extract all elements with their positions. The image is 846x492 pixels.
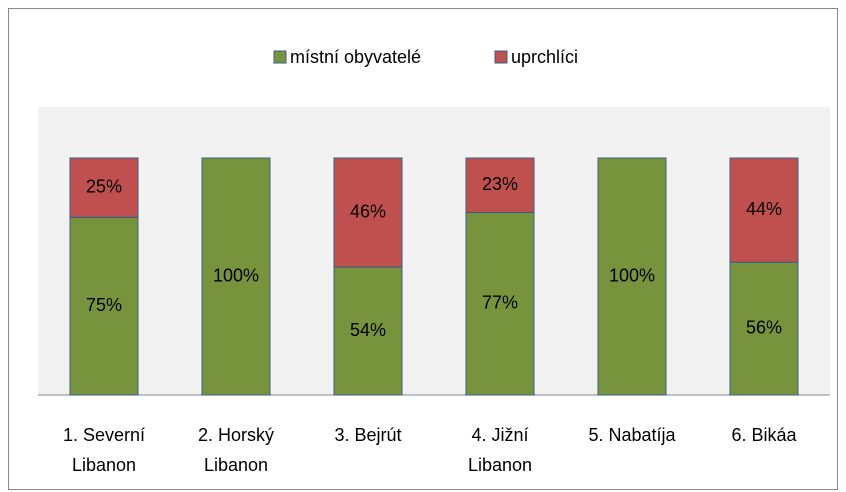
x-tick-label: 5. Nabatíja [588, 425, 676, 445]
legend-swatch [273, 50, 287, 64]
x-tick-label: 1. Severní Libanon [62, 425, 146, 475]
plot-area [38, 107, 830, 395]
bar-segment [69, 216, 139, 396]
data-label: 25% [86, 176, 122, 196]
bar-segment [333, 266, 403, 396]
data-label: 100% [609, 265, 655, 285]
legend-label: místní obyvatelé [290, 47, 421, 67]
x-tick-label: 4. Jižní Libanon [467, 425, 533, 475]
bar-segment [333, 157, 403, 268]
data-label: 44% [746, 199, 782, 219]
bar-segment [729, 261, 799, 396]
x-tick-label: 6. Bikáa [731, 425, 797, 445]
data-label: 77% [482, 293, 518, 313]
bar-segment [729, 157, 799, 263]
data-label: 100% [213, 265, 259, 285]
x-tick-label: 3. Bejrút [334, 425, 402, 445]
bar-segment [201, 157, 271, 396]
legend-swatch [494, 50, 508, 64]
bar-segment [465, 212, 535, 396]
bar-segment [69, 157, 139, 218]
bar-segment [597, 157, 667, 396]
legend-label: uprchlíci [511, 47, 578, 67]
x-tick-label: 2. Horský Libanon [197, 425, 275, 475]
data-label: 75% [86, 295, 122, 315]
data-label: 56% [746, 317, 782, 337]
data-label: 23% [482, 174, 518, 194]
data-label: 54% [350, 320, 386, 340]
data-label: 46% [350, 201, 386, 221]
bar-segment [465, 157, 535, 214]
